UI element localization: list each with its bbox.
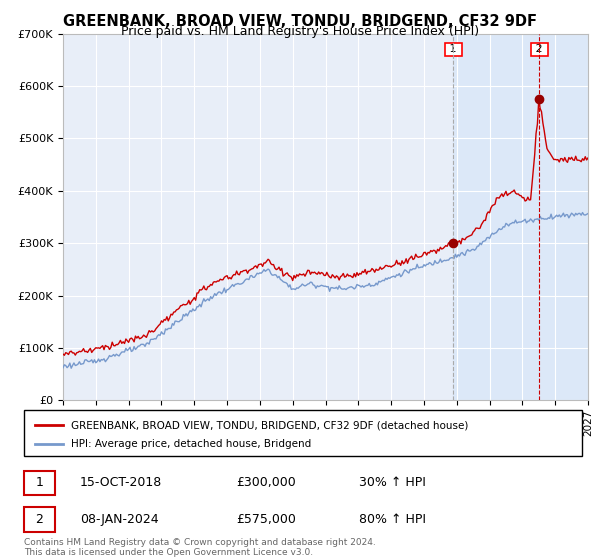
FancyBboxPatch shape <box>24 410 582 456</box>
Text: £575,000: £575,000 <box>236 513 296 526</box>
Text: 2: 2 <box>532 44 547 54</box>
Text: 15-OCT-2018: 15-OCT-2018 <box>80 477 162 489</box>
Text: 08-JAN-2024: 08-JAN-2024 <box>80 513 158 526</box>
Text: 1: 1 <box>446 44 460 54</box>
FancyBboxPatch shape <box>24 507 55 531</box>
Bar <box>552 34 588 400</box>
Text: GREENBANK, BROAD VIEW, TONDU, BRIDGEND, CF32 9DF: GREENBANK, BROAD VIEW, TONDU, BRIDGEND, … <box>63 14 537 29</box>
Text: Contains HM Land Registry data © Crown copyright and database right 2024.
This d: Contains HM Land Registry data © Crown c… <box>24 538 376 557</box>
Text: 30% ↑ HPI: 30% ↑ HPI <box>359 477 425 489</box>
FancyBboxPatch shape <box>24 470 55 495</box>
Text: £300,000: £300,000 <box>236 477 296 489</box>
Text: GREENBANK, BROAD VIEW, TONDU, BRIDGEND, CF32 9DF (detached house): GREENBANK, BROAD VIEW, TONDU, BRIDGEND, … <box>71 420 469 430</box>
Text: 2: 2 <box>35 513 43 526</box>
Text: 1: 1 <box>35 477 43 489</box>
Text: Price paid vs. HM Land Registry's House Price Index (HPI): Price paid vs. HM Land Registry's House … <box>121 25 479 38</box>
Text: HPI: Average price, detached house, Bridgend: HPI: Average price, detached house, Brid… <box>71 439 311 449</box>
Text: 80% ↑ HPI: 80% ↑ HPI <box>359 513 426 526</box>
Bar <box>454 34 552 400</box>
